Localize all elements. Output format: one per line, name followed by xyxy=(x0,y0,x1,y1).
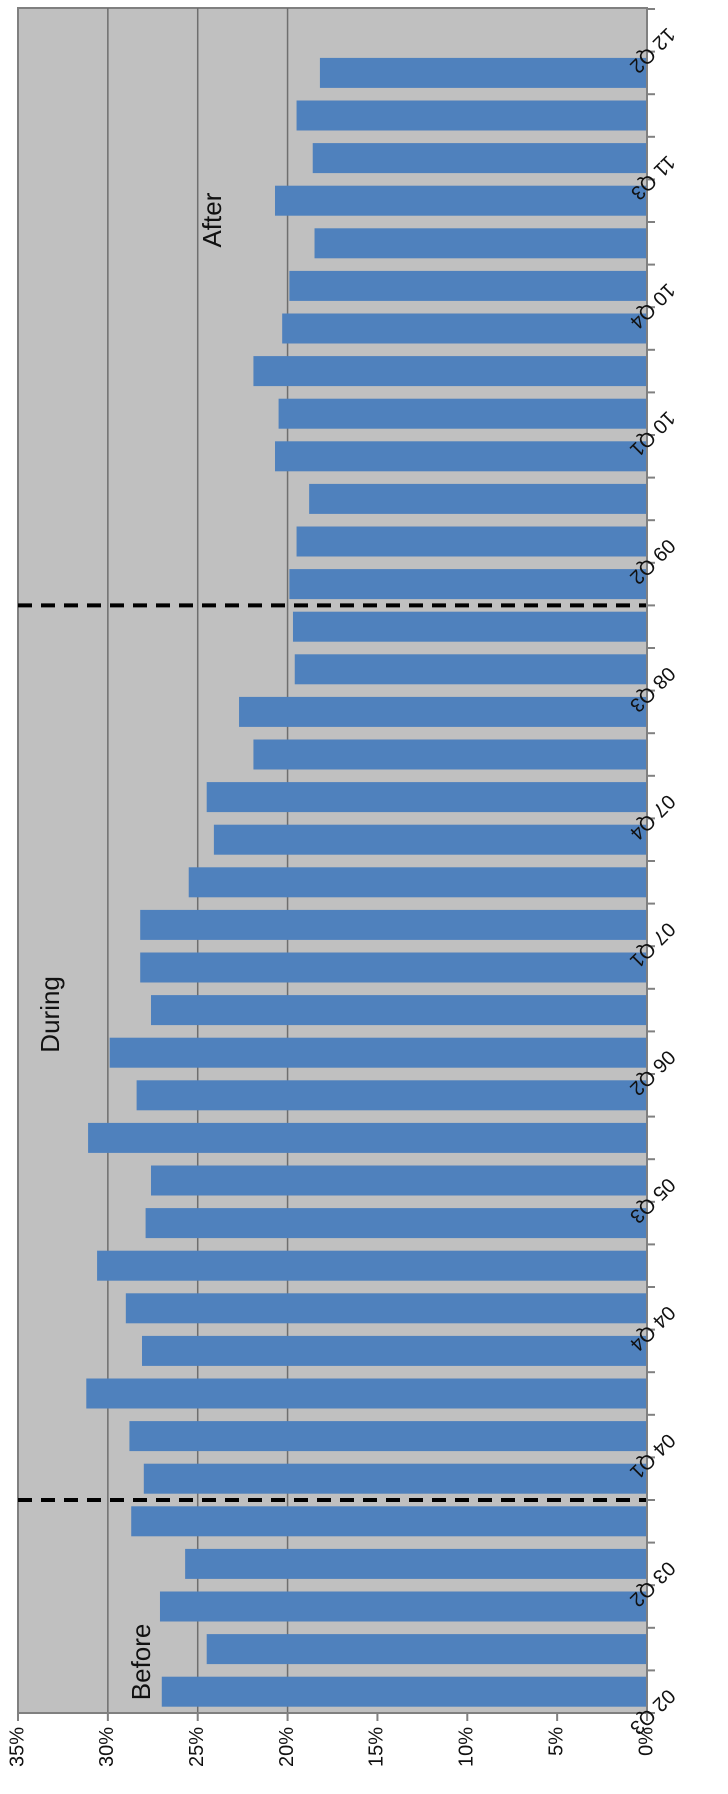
value-tick-label: 5% xyxy=(545,1727,567,1756)
period-annotation: After xyxy=(197,192,227,247)
bar xyxy=(86,1378,647,1409)
bar xyxy=(142,1335,647,1366)
bar xyxy=(253,739,647,770)
plot-area xyxy=(17,7,648,1714)
bar xyxy=(159,1591,647,1622)
value-tick-label: 20% xyxy=(276,1727,298,1767)
bar xyxy=(289,569,647,600)
plot-background xyxy=(17,7,648,1714)
bar xyxy=(150,995,647,1026)
bar xyxy=(289,270,647,301)
bar xyxy=(274,185,647,216)
bar xyxy=(125,1293,648,1324)
bar xyxy=(314,228,647,259)
bar xyxy=(296,100,647,131)
bar xyxy=(239,696,647,727)
bar xyxy=(161,1676,647,1707)
bar xyxy=(312,143,647,174)
bar xyxy=(129,1421,647,1452)
bar xyxy=(213,824,648,855)
value-tick-label: 10% xyxy=(456,1727,478,1767)
bar xyxy=(319,57,647,88)
bar xyxy=(309,483,647,514)
bar xyxy=(278,398,647,429)
value-tick-label: 30% xyxy=(96,1727,118,1767)
bar-layer xyxy=(86,57,648,1707)
value-tick-label: 35% xyxy=(6,1727,28,1767)
divider-layer xyxy=(18,603,647,1502)
annotation-layer: Before During After xyxy=(35,192,227,1700)
bar xyxy=(109,1037,647,1068)
bar xyxy=(136,1080,647,1111)
bar xyxy=(253,356,647,387)
bar xyxy=(145,1208,647,1239)
bar xyxy=(292,611,647,642)
bar xyxy=(188,867,647,898)
bar xyxy=(140,909,647,940)
bar xyxy=(294,654,647,685)
bar xyxy=(185,1548,648,1579)
bar xyxy=(140,952,647,983)
value-tick-label: 15% xyxy=(366,1727,388,1767)
bar xyxy=(282,313,647,344)
value-tick-label: 25% xyxy=(186,1727,208,1767)
period-annotation: Before xyxy=(126,1624,156,1701)
bar xyxy=(206,782,647,813)
value-tick-label: 0% xyxy=(635,1727,657,1756)
bar xyxy=(296,526,647,557)
bar xyxy=(97,1250,648,1281)
bar xyxy=(150,1165,647,1196)
bar xyxy=(206,1634,647,1665)
period-annotation: During xyxy=(35,976,65,1053)
bar xyxy=(274,441,647,472)
bar xyxy=(88,1122,648,1153)
bar xyxy=(143,1463,648,1494)
bar xyxy=(131,1506,648,1537)
